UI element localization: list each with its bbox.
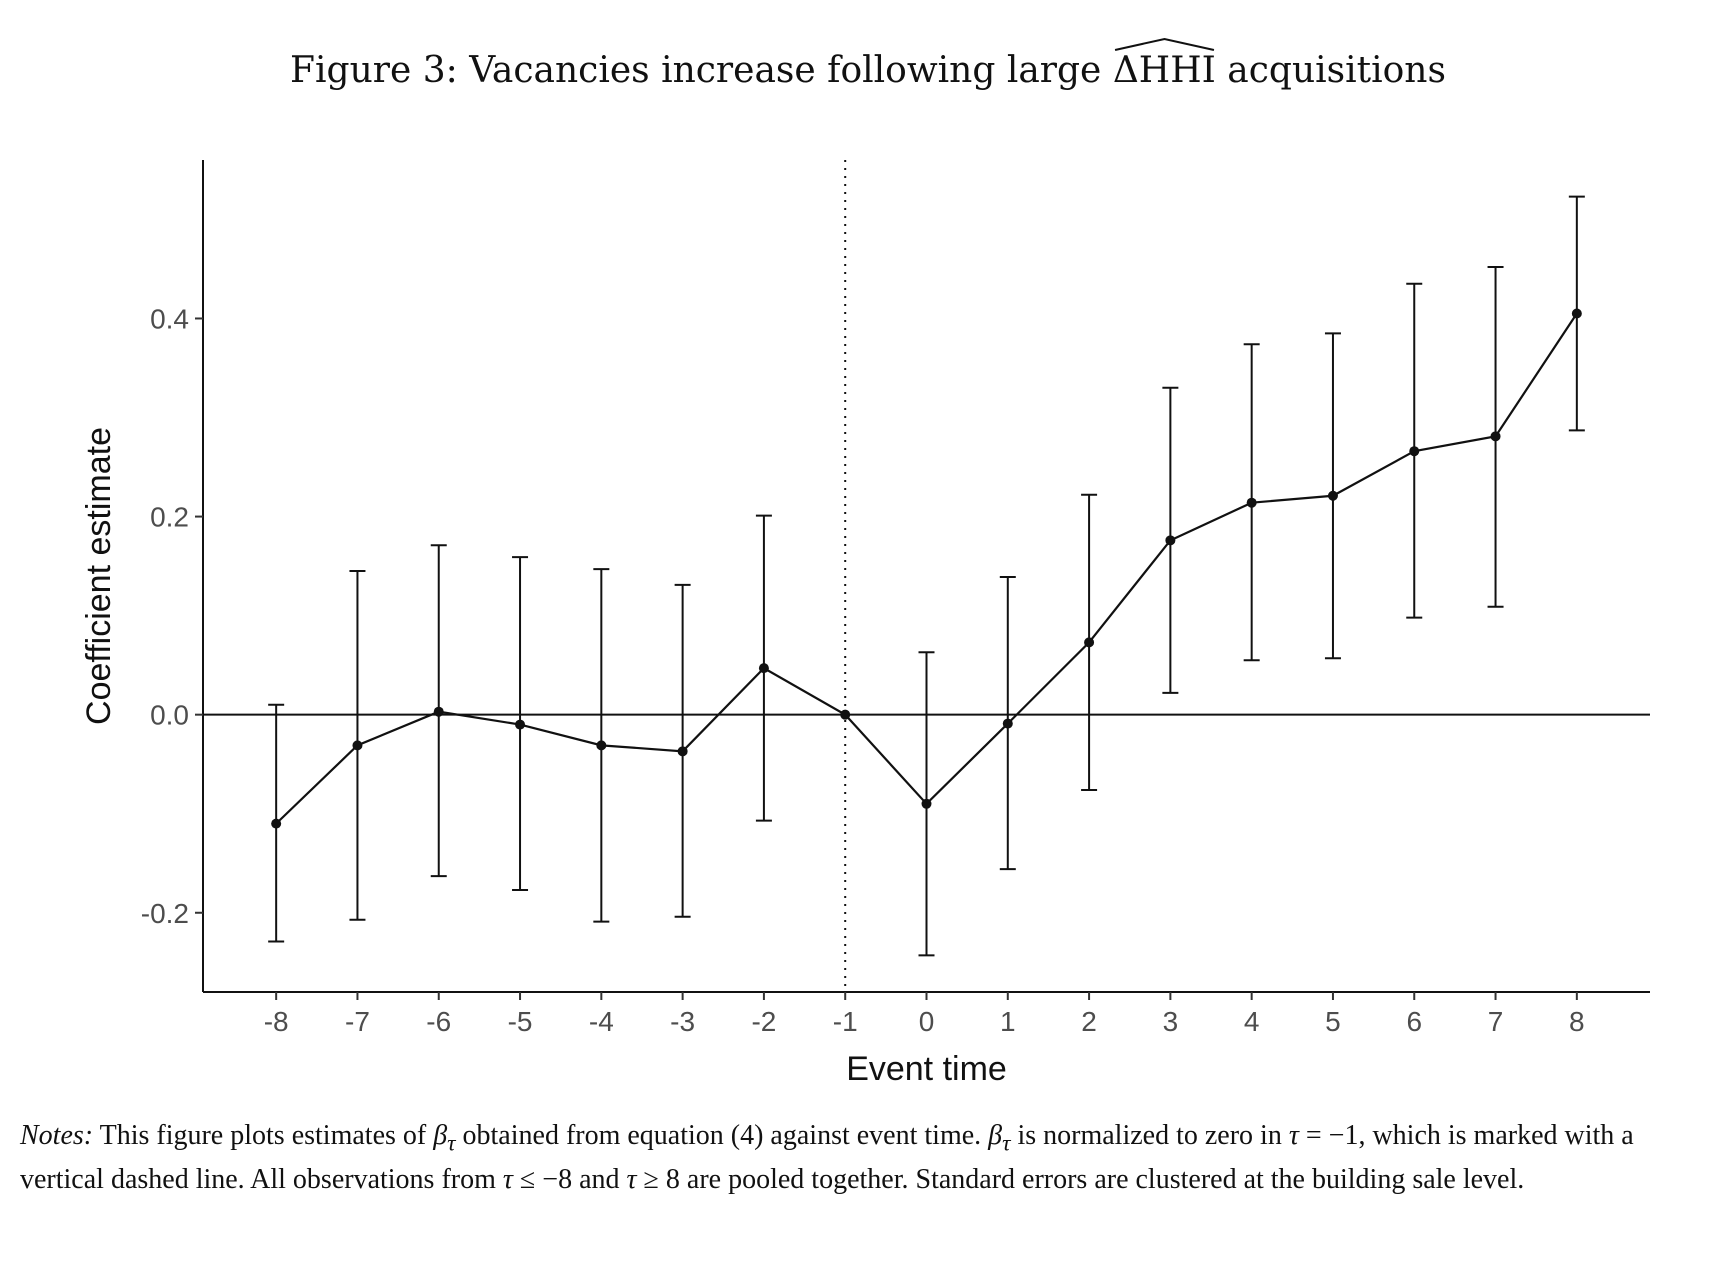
data-point <box>596 740 607 751</box>
x-tick-label: -7 <box>345 1006 370 1037</box>
y-axis-title: Coefficient estimate <box>80 427 118 725</box>
notes-text-3: is normalized to zero in <box>1010 1120 1289 1151</box>
delta-hhi-symbol: ΔHHI <box>1112 37 1216 91</box>
y-tick-label: 0.2 <box>150 502 189 533</box>
x-tick-label: -5 <box>508 1006 533 1037</box>
notes-label: Notes: <box>20 1120 94 1151</box>
x-axis-title: Event time <box>846 1050 1007 1088</box>
error-bars <box>268 195 1585 957</box>
data-point <box>433 706 444 717</box>
data-point <box>1084 637 1095 648</box>
tau-subscript: τ <box>447 1130 456 1157</box>
x-tick-label: -8 <box>264 1006 289 1037</box>
notes-text-5: ≤ −8 and <box>512 1163 627 1195</box>
notes-text-1: This figure plots estimates of <box>93 1120 434 1151</box>
x-tick-label: -4 <box>589 1006 614 1037</box>
data-point <box>1490 431 1501 442</box>
tau-symbol-2: τ <box>502 1163 513 1195</box>
delta-hhi-text: ΔHHI <box>1112 50 1216 91</box>
notes-text-4: = −1, which is marked with a vertical da… <box>20 1120 1634 1195</box>
x-tick-label: 6 <box>1406 1006 1422 1037</box>
x-tick-label: 1 <box>1000 1006 1016 1037</box>
y-tick-label: -0.2 <box>141 898 189 929</box>
data-point <box>1165 535 1176 546</box>
notes-text-6: ≥ 8 are pooled together. Standard errors… <box>636 1163 1525 1195</box>
x-tick-label: 7 <box>1488 1006 1504 1037</box>
data-point <box>758 663 769 674</box>
data-point <box>677 746 688 757</box>
beta-symbol-2: β <box>988 1120 1003 1151</box>
data-point <box>271 818 282 829</box>
data-points <box>271 308 1582 829</box>
figure-title-prefix: Figure 3: Vacancies increase following l… <box>290 50 1113 91</box>
figure-title: Figure 3: Vacancies increase following l… <box>0 37 1736 91</box>
beta-symbol: β <box>433 1120 448 1151</box>
x-tick-label: -1 <box>833 1006 858 1037</box>
y-tick-label: 0.4 <box>150 303 189 334</box>
tick-labels: -8 -7 -6 -5 -4 -3 -2 -1 0 1 2 3 4 5 6 7 8 -0.2 0.0 0.2 0.4 <box>141 303 1585 1037</box>
tau-subscript-2: τ <box>1002 1130 1011 1157</box>
x-tick-label: 2 <box>1081 1006 1097 1037</box>
x-tick-label: -3 <box>670 1006 695 1037</box>
data-point <box>1002 718 1013 729</box>
data-point <box>1246 497 1257 508</box>
figure-title-suffix: acquisitions <box>1215 50 1446 91</box>
data-point <box>1571 308 1582 319</box>
data-point <box>1327 490 1338 501</box>
x-tick-label: 4 <box>1244 1006 1260 1037</box>
tau-symbol: τ <box>1288 1120 1299 1151</box>
y-tick-label: 0.0 <box>150 700 189 731</box>
data-point <box>921 798 932 809</box>
figure-notes: Notes: This figure plots estimates of βτ… <box>20 1118 1720 1197</box>
x-tick-label: 5 <box>1325 1006 1341 1037</box>
notes-text-2: obtained from equation (4) against event… <box>455 1120 989 1151</box>
data-point <box>515 719 526 730</box>
wide-hat-icon <box>1114 37 1214 51</box>
event-study-chart: -8 -7 -6 -5 -4 -3 -2 -1 0 1 2 3 4 5 6 7 8 -0.2 0.0 0.2 0.4 E… <box>80 160 1650 1088</box>
x-tick-label: -6 <box>426 1006 451 1037</box>
x-tick-label: 3 <box>1163 1006 1179 1037</box>
tau-symbol-3: τ <box>626 1163 637 1195</box>
data-point <box>840 709 851 720</box>
x-tick-label: 0 <box>919 1006 935 1037</box>
data-point <box>352 740 363 751</box>
data-point <box>1409 446 1420 457</box>
x-tick-label: -2 <box>751 1006 776 1037</box>
x-tick-label: 8 <box>1569 1006 1585 1037</box>
